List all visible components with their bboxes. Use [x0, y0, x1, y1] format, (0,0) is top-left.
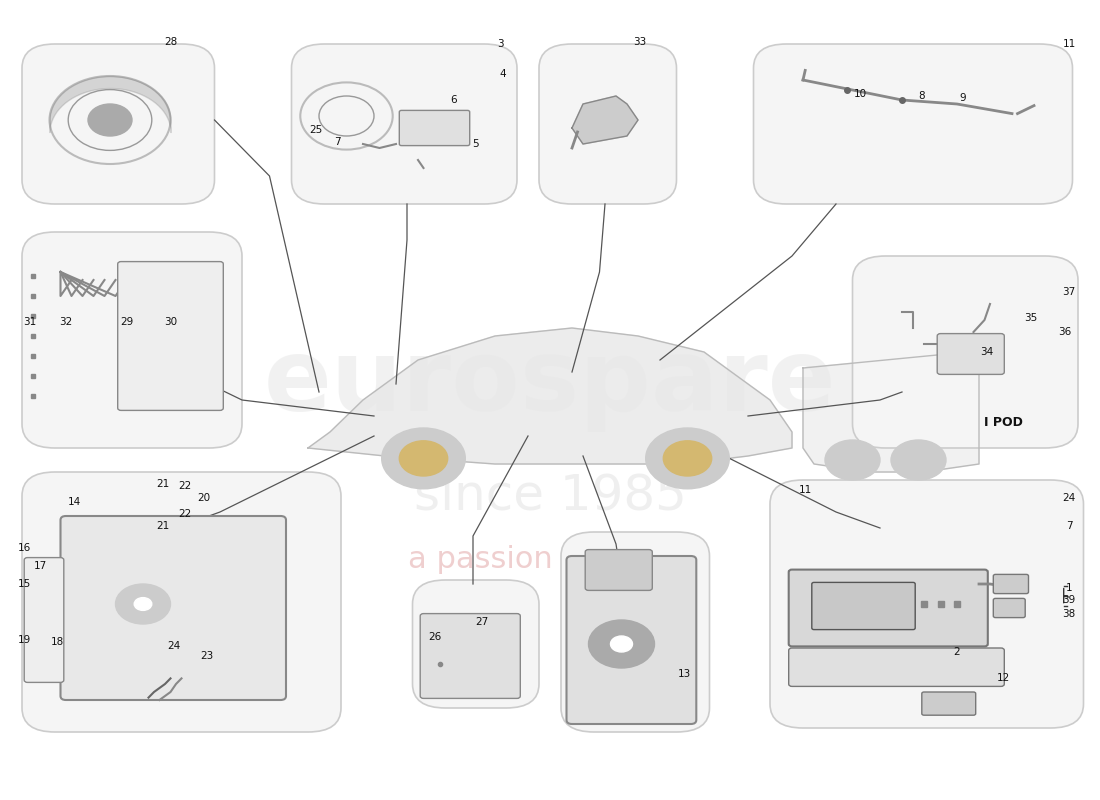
FancyBboxPatch shape — [770, 480, 1084, 728]
Circle shape — [134, 598, 152, 610]
Text: 33: 33 — [634, 38, 647, 47]
Circle shape — [610, 636, 632, 652]
Text: 14: 14 — [68, 497, 81, 506]
FancyBboxPatch shape — [922, 692, 976, 715]
Text: 9: 9 — [959, 93, 966, 102]
FancyBboxPatch shape — [585, 550, 652, 590]
Text: since 1985: since 1985 — [414, 472, 686, 520]
Polygon shape — [803, 352, 979, 472]
FancyBboxPatch shape — [420, 614, 520, 698]
FancyBboxPatch shape — [292, 44, 517, 204]
FancyBboxPatch shape — [812, 582, 915, 630]
Text: 12: 12 — [997, 674, 1010, 683]
FancyBboxPatch shape — [60, 516, 286, 700]
Text: 8: 8 — [918, 91, 925, 101]
Text: 26: 26 — [428, 632, 441, 642]
Text: 5: 5 — [472, 139, 478, 149]
FancyBboxPatch shape — [937, 334, 1004, 374]
Text: 10: 10 — [854, 90, 867, 99]
Text: 11: 11 — [1063, 39, 1076, 49]
Text: 39: 39 — [1063, 595, 1076, 605]
Text: I POD: I POD — [983, 416, 1023, 429]
Text: 7: 7 — [334, 138, 341, 147]
Text: 7: 7 — [1066, 521, 1072, 530]
Circle shape — [663, 441, 712, 476]
Circle shape — [88, 104, 132, 136]
Text: 6: 6 — [450, 95, 456, 105]
Text: 17: 17 — [34, 561, 47, 570]
Text: 21: 21 — [156, 521, 169, 530]
Text: 38: 38 — [1063, 609, 1076, 618]
FancyBboxPatch shape — [993, 598, 1025, 618]
FancyBboxPatch shape — [754, 44, 1072, 204]
Text: 16: 16 — [18, 543, 31, 553]
Circle shape — [825, 440, 880, 480]
FancyBboxPatch shape — [852, 256, 1078, 448]
Text: 31: 31 — [23, 318, 36, 327]
Text: 32: 32 — [59, 318, 73, 327]
Text: 22: 22 — [178, 509, 191, 518]
Circle shape — [891, 440, 946, 480]
FancyBboxPatch shape — [118, 262, 223, 410]
Circle shape — [588, 620, 654, 668]
FancyBboxPatch shape — [789, 570, 988, 646]
Text: eurospare: eurospare — [264, 335, 836, 433]
FancyBboxPatch shape — [789, 648, 1004, 686]
Circle shape — [116, 584, 170, 624]
FancyBboxPatch shape — [561, 532, 710, 732]
FancyBboxPatch shape — [566, 556, 696, 724]
Text: 23: 23 — [200, 651, 213, 661]
Text: 11: 11 — [799, 485, 812, 494]
Circle shape — [646, 428, 729, 489]
FancyBboxPatch shape — [539, 44, 676, 204]
Text: 18: 18 — [51, 638, 64, 647]
Text: 15: 15 — [18, 579, 31, 589]
Text: 13: 13 — [678, 669, 691, 678]
FancyBboxPatch shape — [22, 232, 242, 448]
Text: 24: 24 — [167, 641, 180, 650]
FancyBboxPatch shape — [22, 472, 341, 732]
Text: 37: 37 — [1063, 287, 1076, 297]
Text: 4: 4 — [499, 70, 506, 79]
FancyBboxPatch shape — [412, 580, 539, 708]
Circle shape — [382, 428, 465, 489]
FancyBboxPatch shape — [22, 44, 215, 204]
Text: 30: 30 — [164, 318, 177, 327]
FancyBboxPatch shape — [399, 110, 470, 146]
Polygon shape — [308, 328, 792, 464]
Text: 20: 20 — [197, 493, 210, 502]
Text: 21: 21 — [156, 479, 169, 489]
Text: 22: 22 — [178, 481, 191, 490]
Text: 25: 25 — [309, 126, 322, 135]
Text: 35: 35 — [1024, 314, 1037, 323]
Text: 36: 36 — [1058, 327, 1071, 337]
Text: 28: 28 — [164, 38, 177, 47]
Text: a passion for parts: a passion for parts — [408, 546, 692, 574]
FancyBboxPatch shape — [24, 558, 64, 682]
Text: 1: 1 — [1066, 583, 1072, 593]
Text: 29: 29 — [120, 318, 133, 327]
Text: 19: 19 — [18, 635, 31, 645]
Text: 2: 2 — [954, 647, 960, 657]
Text: 24: 24 — [1063, 493, 1076, 502]
FancyBboxPatch shape — [993, 574, 1028, 594]
Text: 34: 34 — [980, 347, 993, 357]
Text: 27: 27 — [475, 618, 488, 627]
Circle shape — [399, 441, 448, 476]
Text: 3: 3 — [497, 39, 504, 49]
Polygon shape — [572, 96, 638, 144]
